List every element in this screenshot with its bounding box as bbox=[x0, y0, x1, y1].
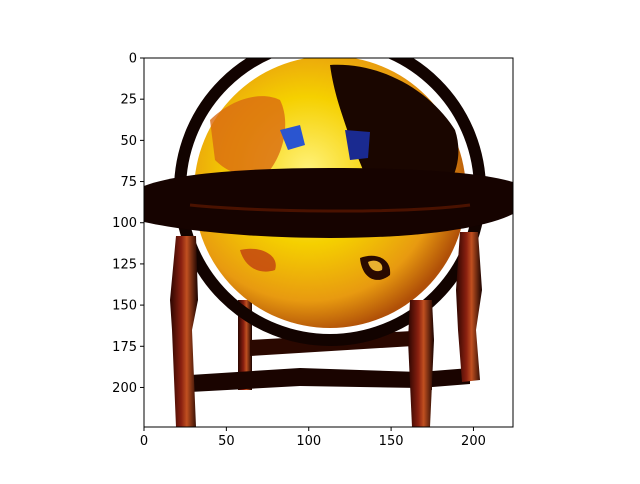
globe-southern-highlight bbox=[368, 260, 383, 272]
globe-landmass-orange bbox=[210, 96, 286, 176]
y-tick-label: 200 bbox=[112, 381, 137, 396]
globe-ocean-dark-blue bbox=[345, 130, 370, 160]
y-tick-label: 25 bbox=[120, 93, 137, 108]
globe-southern-landmass bbox=[240, 248, 276, 272]
globe-ocean-blue bbox=[280, 125, 305, 150]
image-area bbox=[144, 58, 513, 427]
stand-crossbar bbox=[190, 368, 470, 392]
y-tick-label: 125 bbox=[112, 257, 137, 272]
y-tick-label: 75 bbox=[120, 175, 137, 190]
x-tick-label: 50 bbox=[218, 434, 235, 449]
x-tick-label: 0 bbox=[140, 434, 148, 449]
y-tick-label: 0 bbox=[129, 52, 137, 67]
stand-front-leg-right bbox=[456, 232, 482, 382]
x-axis: 0 50 100 150 200 bbox=[140, 427, 486, 449]
y-tick-label: 175 bbox=[112, 340, 137, 355]
y-tick-label: 50 bbox=[120, 134, 137, 149]
y-tick-label: 100 bbox=[112, 216, 137, 231]
x-tick-label: 200 bbox=[461, 434, 486, 449]
x-tick-label: 100 bbox=[296, 434, 321, 449]
x-tick-label: 150 bbox=[379, 434, 404, 449]
stand-front-leg-left bbox=[170, 236, 198, 427]
axes-frame bbox=[143, 57, 514, 428]
y-tick-label: 150 bbox=[112, 299, 137, 314]
horizon-ring bbox=[144, 168, 513, 238]
y-axis: 0 25 50 75 100 125 150 175 200 bbox=[112, 52, 144, 396]
stand-front-leg-center bbox=[408, 300, 434, 427]
horizon-ring-highlight bbox=[189, 203, 471, 213]
